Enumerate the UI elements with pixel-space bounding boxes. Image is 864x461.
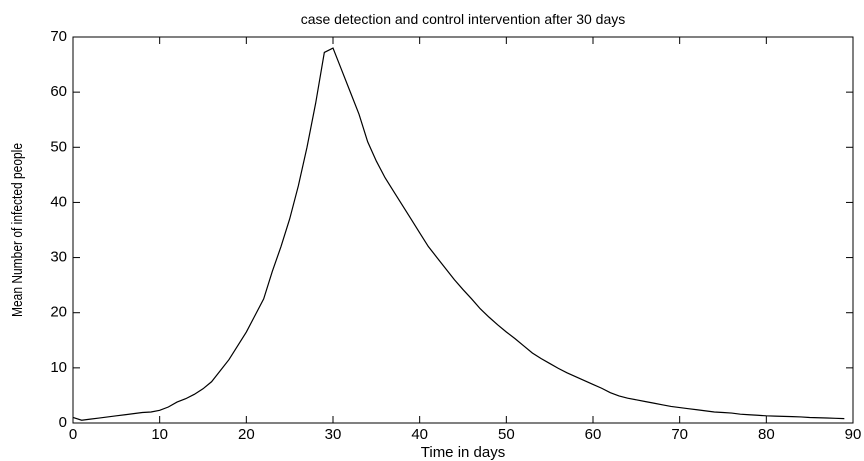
x-axis-label: Time in days	[421, 444, 505, 461]
x-tick-label: 40	[411, 426, 428, 443]
y-tick-label: 60	[50, 83, 67, 100]
y-tick-label: 50	[50, 138, 67, 155]
data-line	[72, 47, 845, 421]
x-tick-label: 50	[498, 426, 515, 443]
x-tick-label: 10	[151, 426, 168, 443]
x-tick-label: 30	[325, 426, 342, 443]
x-tick-label: 20	[238, 426, 255, 443]
x-tick-label: 70	[671, 426, 688, 443]
y-tick-label: 20	[50, 304, 67, 321]
plot-frame	[72, 36, 854, 424]
x-tick-label: 90	[845, 426, 862, 443]
chart-title: case detection and control intervention …	[301, 11, 626, 27]
x-tick-label: 80	[758, 426, 775, 443]
y-tick-label: 10	[50, 359, 67, 376]
y-axis-label: Mean Number of infected people	[9, 143, 26, 317]
x-tick-label: 60	[585, 426, 602, 443]
y-tick-label: 30	[50, 249, 67, 266]
x-tick-label: 0	[69, 426, 77, 443]
y-tick-label: 0	[59, 414, 67, 431]
y-tick-label: 70	[50, 28, 67, 45]
y-tick-label: 40	[50, 193, 67, 210]
